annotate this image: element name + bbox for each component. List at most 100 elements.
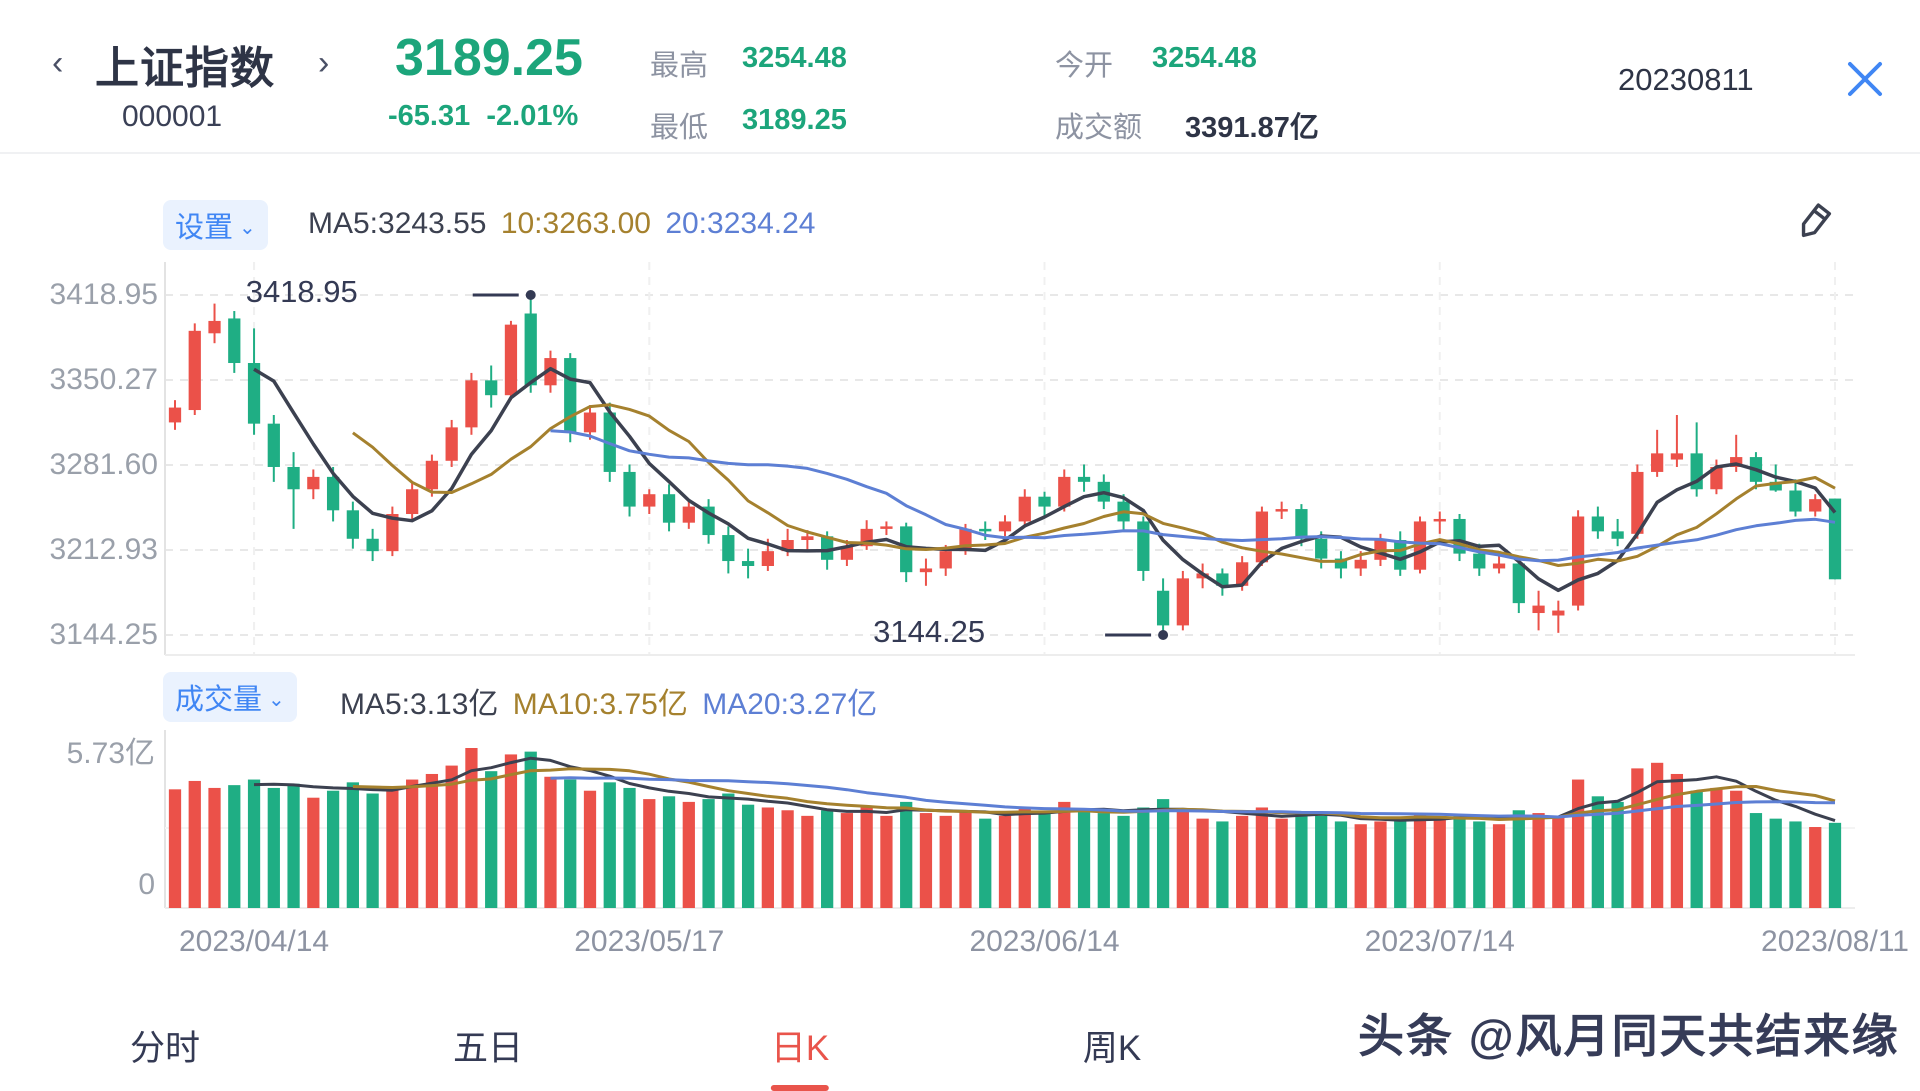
price-y-label: 3350.27 (49, 363, 158, 396)
tab-分时[interactable]: 分时 (129, 1029, 201, 1068)
volume-bar (1591, 796, 1604, 908)
close-icon[interactable] (1842, 56, 1888, 102)
forward-chevron-icon[interactable]: › (318, 44, 330, 82)
volume-bar (1453, 815, 1466, 908)
candle-body (801, 536, 814, 541)
price-ma10-line (352, 403, 1836, 567)
candle-body (1334, 558, 1348, 569)
volume-bar (998, 815, 1012, 908)
tab-日K[interactable]: 日K (771, 1020, 829, 1091)
candle-body (326, 476, 340, 511)
candle-body (880, 526, 893, 529)
candle-body (1018, 496, 1031, 522)
candle-body (741, 561, 755, 566)
volume-bar (1473, 821, 1486, 908)
candle-body (781, 540, 794, 552)
candle-body (386, 514, 399, 552)
turnover-label: 成交额 (1055, 112, 1143, 144)
candle-body (564, 358, 577, 433)
candle-body (1473, 553, 1486, 569)
candle-body (228, 318, 241, 364)
chevron-down-icon: ⌄ (239, 216, 256, 239)
candle-body (1156, 590, 1170, 626)
vol-ma20-value: MA20:3.27亿 (702, 688, 878, 721)
candle-body (485, 380, 498, 396)
high-annotation-dot (525, 290, 536, 300)
price-ma-row: MA5:3243.55 10:3263.00 20:3234.24 (308, 207, 821, 241)
candle-body (682, 506, 695, 523)
volume-bar (504, 754, 518, 908)
volume-bar (564, 779, 577, 908)
volume-bar (406, 779, 419, 908)
volume-bar (1295, 813, 1308, 908)
volume-bar (821, 810, 834, 908)
ma5-value: MA5:3243.55 (308, 207, 487, 240)
volume-pill[interactable]: 成交量 ⌄ (163, 672, 297, 722)
volume-bar (386, 786, 399, 908)
volume-bar (1236, 815, 1249, 908)
price-y-label: 3212.93 (49, 532, 158, 566)
candle-body (1354, 559, 1367, 569)
candle-body (524, 313, 537, 386)
candle-body (247, 363, 261, 424)
tab-周K[interactable]: 周K (1082, 1029, 1142, 1068)
candle-body (1710, 466, 1723, 490)
volume-bar (1433, 818, 1446, 908)
volume-bar (188, 780, 201, 908)
volume-bar (524, 751, 537, 908)
volume-bar (1512, 810, 1525, 908)
volume-bar (1156, 799, 1170, 908)
last-price: 3189.25 (395, 29, 583, 87)
volume-bar (1117, 815, 1130, 908)
candle-body (998, 521, 1012, 532)
candle-body (1137, 521, 1150, 571)
low-value: 3189.25 (742, 104, 847, 136)
volume-bar (919, 813, 933, 908)
volume-bar (1176, 810, 1189, 908)
volume-bar (326, 790, 340, 908)
volume-bar (662, 796, 676, 908)
volume-bar (168, 789, 182, 908)
tab-五日[interactable]: 五日 (452, 1029, 524, 1068)
candle-body (583, 412, 597, 433)
candle-body (1532, 605, 1545, 614)
volume-bar (603, 782, 616, 908)
vol-ma10-value: MA10:3.75亿 (512, 688, 688, 721)
volume-bar (425, 773, 439, 908)
candle-body (623, 471, 636, 507)
settings-pill[interactable]: 设置 ⌄ (163, 200, 268, 250)
active-tab-underline (770, 1085, 829, 1091)
candle-body (366, 538, 379, 552)
candle-body (445, 427, 458, 461)
chart-date: 20230811 (1618, 62, 1754, 97)
volume-ma-row: MA5:3.13亿 MA10:3.75亿 MA20:3.27亿 (340, 679, 883, 723)
candle-body (1275, 509, 1288, 512)
candle-body (979, 528, 992, 532)
price-y-label: 3281.60 (49, 448, 158, 481)
candle-body (1038, 496, 1051, 507)
volume-bar (1492, 824, 1506, 908)
stock-title: 上证指数 (95, 44, 275, 93)
low-label: 最低 (650, 112, 709, 144)
back-chevron-icon[interactable]: ‹ (52, 44, 64, 82)
watermark: 头条 @风月同天共结来缘 (1358, 1010, 1900, 1062)
volume-bar (1769, 818, 1782, 908)
volume-bar (228, 785, 241, 908)
volume-bar (346, 782, 359, 908)
settings-label: 设置 (175, 212, 234, 244)
chevron-down-icon: ⌄ (268, 688, 285, 711)
candle-body (544, 358, 557, 386)
x-axis-label: 2023/07/14 (1364, 925, 1515, 958)
candle-body (643, 494, 656, 507)
volume-bar (900, 801, 913, 908)
candle-body (1631, 471, 1644, 534)
candle-body (662, 494, 676, 523)
pencil-icon[interactable] (1792, 198, 1836, 251)
candle-body (919, 568, 933, 573)
open-label: 今开 (1055, 50, 1114, 82)
header: ‹ 上证指数 › 000001 3189.25 -65.31 -2.01% 最高… (0, 0, 1920, 152)
candle-body (267, 423, 280, 467)
volume-y-zero-label: 0 (138, 868, 155, 901)
volume-bar (1315, 815, 1328, 908)
